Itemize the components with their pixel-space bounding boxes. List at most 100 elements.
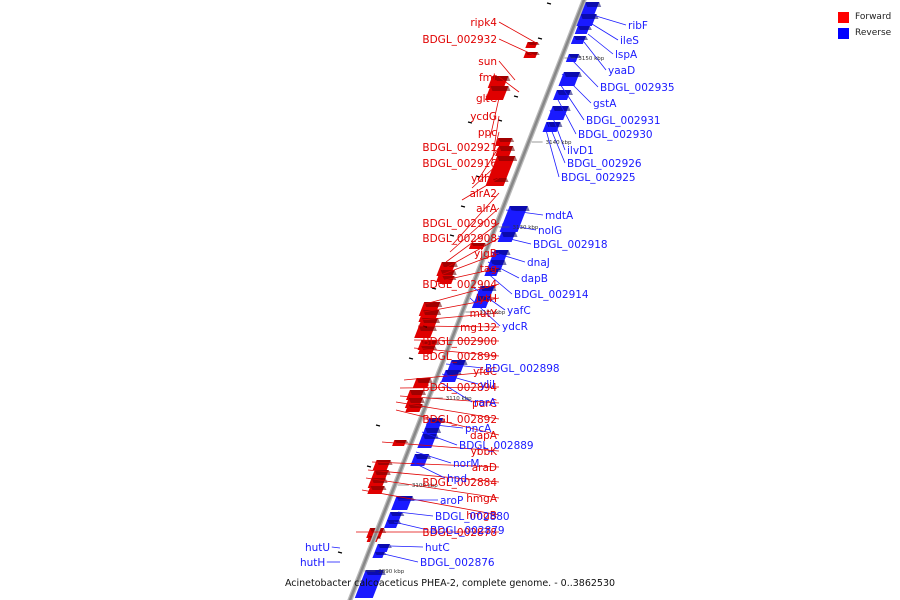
reverse-gene-label: BDGL_002935 — [600, 82, 675, 94]
gene-mark — [460, 205, 466, 208]
reverse-gene-block-shade — [480, 286, 497, 291]
forward-gene-label: sun — [478, 56, 497, 68]
reverse-gene-leader — [505, 209, 544, 216]
forward-gene-label: BDGL_002916 — [422, 158, 497, 170]
reverse-gene-leader — [587, 33, 614, 55]
forward-gene-block-shade — [408, 398, 425, 403]
forward-gene-label: mutY — [470, 308, 498, 320]
reverse-gene-block-shade — [509, 206, 530, 211]
reverse-gene-leader — [561, 73, 592, 104]
forward-gene-leader — [461, 177, 500, 201]
reverse-gene-block-shade — [487, 268, 502, 272]
forward-gene-leader — [365, 477, 500, 499]
forward-gene-label: BDGL_002908 — [422, 233, 497, 245]
forward-gene-block-shade — [442, 276, 457, 280]
reverse-gene-block-shade — [390, 512, 405, 516]
forward-gene-label: araD — [472, 462, 497, 474]
reverse-gene-block — [499, 206, 528, 232]
forward-gene-leader — [477, 146, 500, 181]
reverse-gene-block — [354, 570, 384, 598]
forward-gene-label: BDGL_002884 — [422, 477, 497, 489]
reverse-gene-label: rarA — [474, 397, 497, 409]
forward-gene-label: alrA — [476, 203, 498, 215]
forward-gene-label: BDGL_002932 — [422, 34, 497, 46]
forward-gene-leader — [423, 297, 500, 313]
reverse-gene-label: lspA — [615, 49, 638, 61]
gene-mark — [375, 424, 381, 427]
reverse-gene-leader — [469, 297, 501, 327]
reverse-gene-leader — [421, 431, 458, 446]
reverse-gene-leader — [491, 251, 526, 263]
forward-gene-leader — [399, 395, 500, 404]
reverse-gene-leader — [397, 511, 434, 517]
reverse-gene-leader — [501, 223, 537, 231]
forward-gene-leader — [419, 312, 500, 321]
forward-gene-label: BDGL_002900 — [422, 336, 497, 348]
reverse-gene-label: yliI — [480, 379, 495, 391]
reverse-gene-leader — [555, 95, 577, 135]
reverse-gene-label: BDGL_002926 — [567, 158, 642, 170]
reverse-gene-leader — [383, 553, 419, 563]
forward-gene-block-shade — [418, 326, 437, 331]
forward-gene-leader — [489, 97, 500, 139]
reverse-gene-block-shade — [377, 544, 392, 548]
reverse-gene-block-shade — [414, 454, 431, 459]
reverse-gene-block-shade — [563, 72, 582, 77]
reverse-gene-leader — [411, 461, 446, 479]
reverse-gene-label: BDGL_002898 — [485, 363, 560, 375]
forward-gene-block-shade — [409, 390, 426, 395]
gene-mark — [537, 37, 543, 40]
forward-gene-leader — [395, 409, 500, 436]
reverse-gene-leader — [591, 23, 619, 41]
forward-gene-label: tag — [480, 263, 497, 275]
reverse-gene-block-shade — [374, 552, 387, 555]
reverse-gene-label: BDGL_002918 — [533, 239, 608, 251]
reverse-gene-block-shade — [556, 90, 573, 95]
reverse-gene-leader — [389, 545, 424, 548]
reverse-gene-label: ilvD1 — [567, 145, 594, 157]
gene-mark — [546, 2, 552, 5]
forward-gene-label: BDGL_002909 — [422, 218, 497, 230]
reverse-gene-leader — [485, 271, 513, 295]
forward-gene-label: ybbK — [471, 446, 499, 458]
forward-gene-label: purC — [472, 398, 497, 410]
forward-gene-block-shade — [498, 138, 515, 142]
reverse-gene-leader — [441, 373, 479, 385]
reverse-gene-label: pncA — [465, 423, 492, 435]
reverse-gene-leader — [497, 235, 532, 245]
genome-axis — [348, 0, 586, 600]
reverse-gene-label: mdtA — [545, 210, 574, 222]
forward-gene-label: ppc — [478, 127, 497, 139]
reverse-gene-leader — [393, 521, 429, 531]
forward-gene-block-shade — [421, 340, 440, 345]
axis-tick-label: 3100 kbp — [412, 483, 438, 489]
legend: Forward Reverse — [838, 9, 891, 41]
forward-gene-label: BDGL_002899 — [422, 351, 497, 363]
forward-gene-block-shade — [497, 156, 518, 161]
forward-gene-label: dapA — [470, 430, 498, 442]
forward-gene-label: hmgA — [466, 493, 498, 505]
forward-gene-leader — [493, 115, 500, 149]
gene-mark — [366, 465, 372, 468]
reverse-gene-label: hutH — [300, 557, 325, 569]
reverse-gene-label: dapB — [521, 273, 548, 285]
reverse-gene-label: BDGL_002925 — [561, 172, 636, 184]
reverse-gene-label: hpd — [447, 473, 467, 485]
forward-gene-leader — [371, 461, 500, 468]
reverse-gene-label: hutU — [305, 542, 330, 554]
axis-tick-label: 3130 kbp — [512, 225, 538, 231]
reverse-gene-label: BDGL_002930 — [578, 129, 653, 141]
reverse-gene-label: BDGL_002880 — [435, 511, 510, 523]
forward-gene-label: ripk4 — [470, 17, 497, 29]
reverse-gene-label: ydcR — [502, 321, 528, 333]
forward-gene-block-shade — [424, 302, 443, 307]
forward-gene-leader — [413, 339, 500, 342]
axis-tick-label: 3090 kbp — [378, 569, 404, 575]
reverse-gene-leader — [549, 109, 566, 151]
gene-mark — [337, 551, 343, 554]
reverse-swatch-icon — [838, 27, 849, 39]
forward-gene-label: ydhP — [471, 173, 497, 185]
reverse-gene-label: ileS — [620, 35, 639, 47]
reverse-gene-leader — [559, 83, 585, 121]
